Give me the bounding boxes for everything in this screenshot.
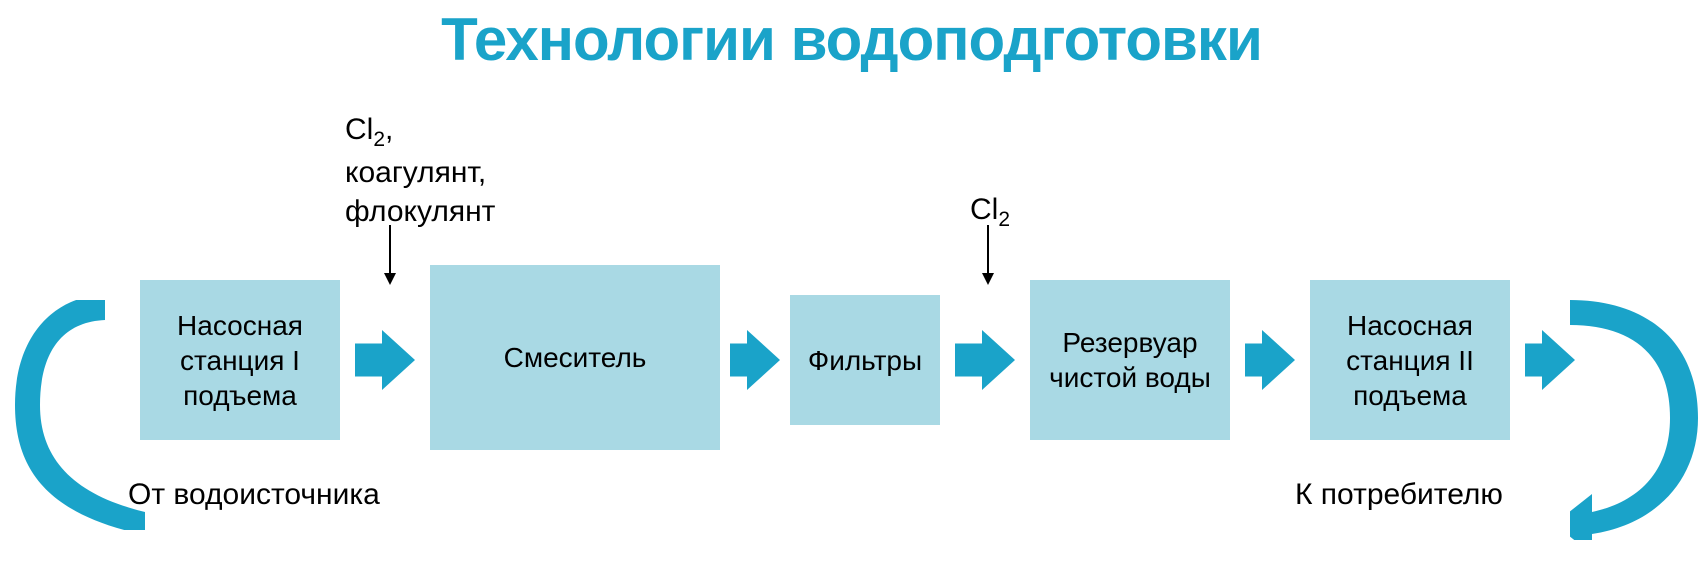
flow-arrow [1245,330,1295,390]
flow-arrow [730,330,780,390]
flow-arrow [355,330,415,390]
flow-arrow [1525,330,1575,390]
inlet-arrow [980,225,996,285]
stage-pump-2: Насосная станция II подъема [1310,280,1510,440]
inlet-arrow [382,225,398,285]
inlet-label-chemicals: Cl2,коагулянт,флокулянт [345,110,495,231]
stage-mixer: Смеситель [430,265,720,450]
stage-reservoir: Резервуар чистой воды [1030,280,1230,440]
outflow-arrow [1570,300,1703,540]
flow-arrow [955,330,1015,390]
stage-pump-1: Насосная станция I подъема [140,280,340,440]
diagram-title: Технологии водоподготовки [0,5,1703,74]
stage-filters: Фильтры [790,295,940,425]
outflow-label: К потребителю [1295,478,1503,512]
inflow-label: От водоисточника [128,478,380,512]
